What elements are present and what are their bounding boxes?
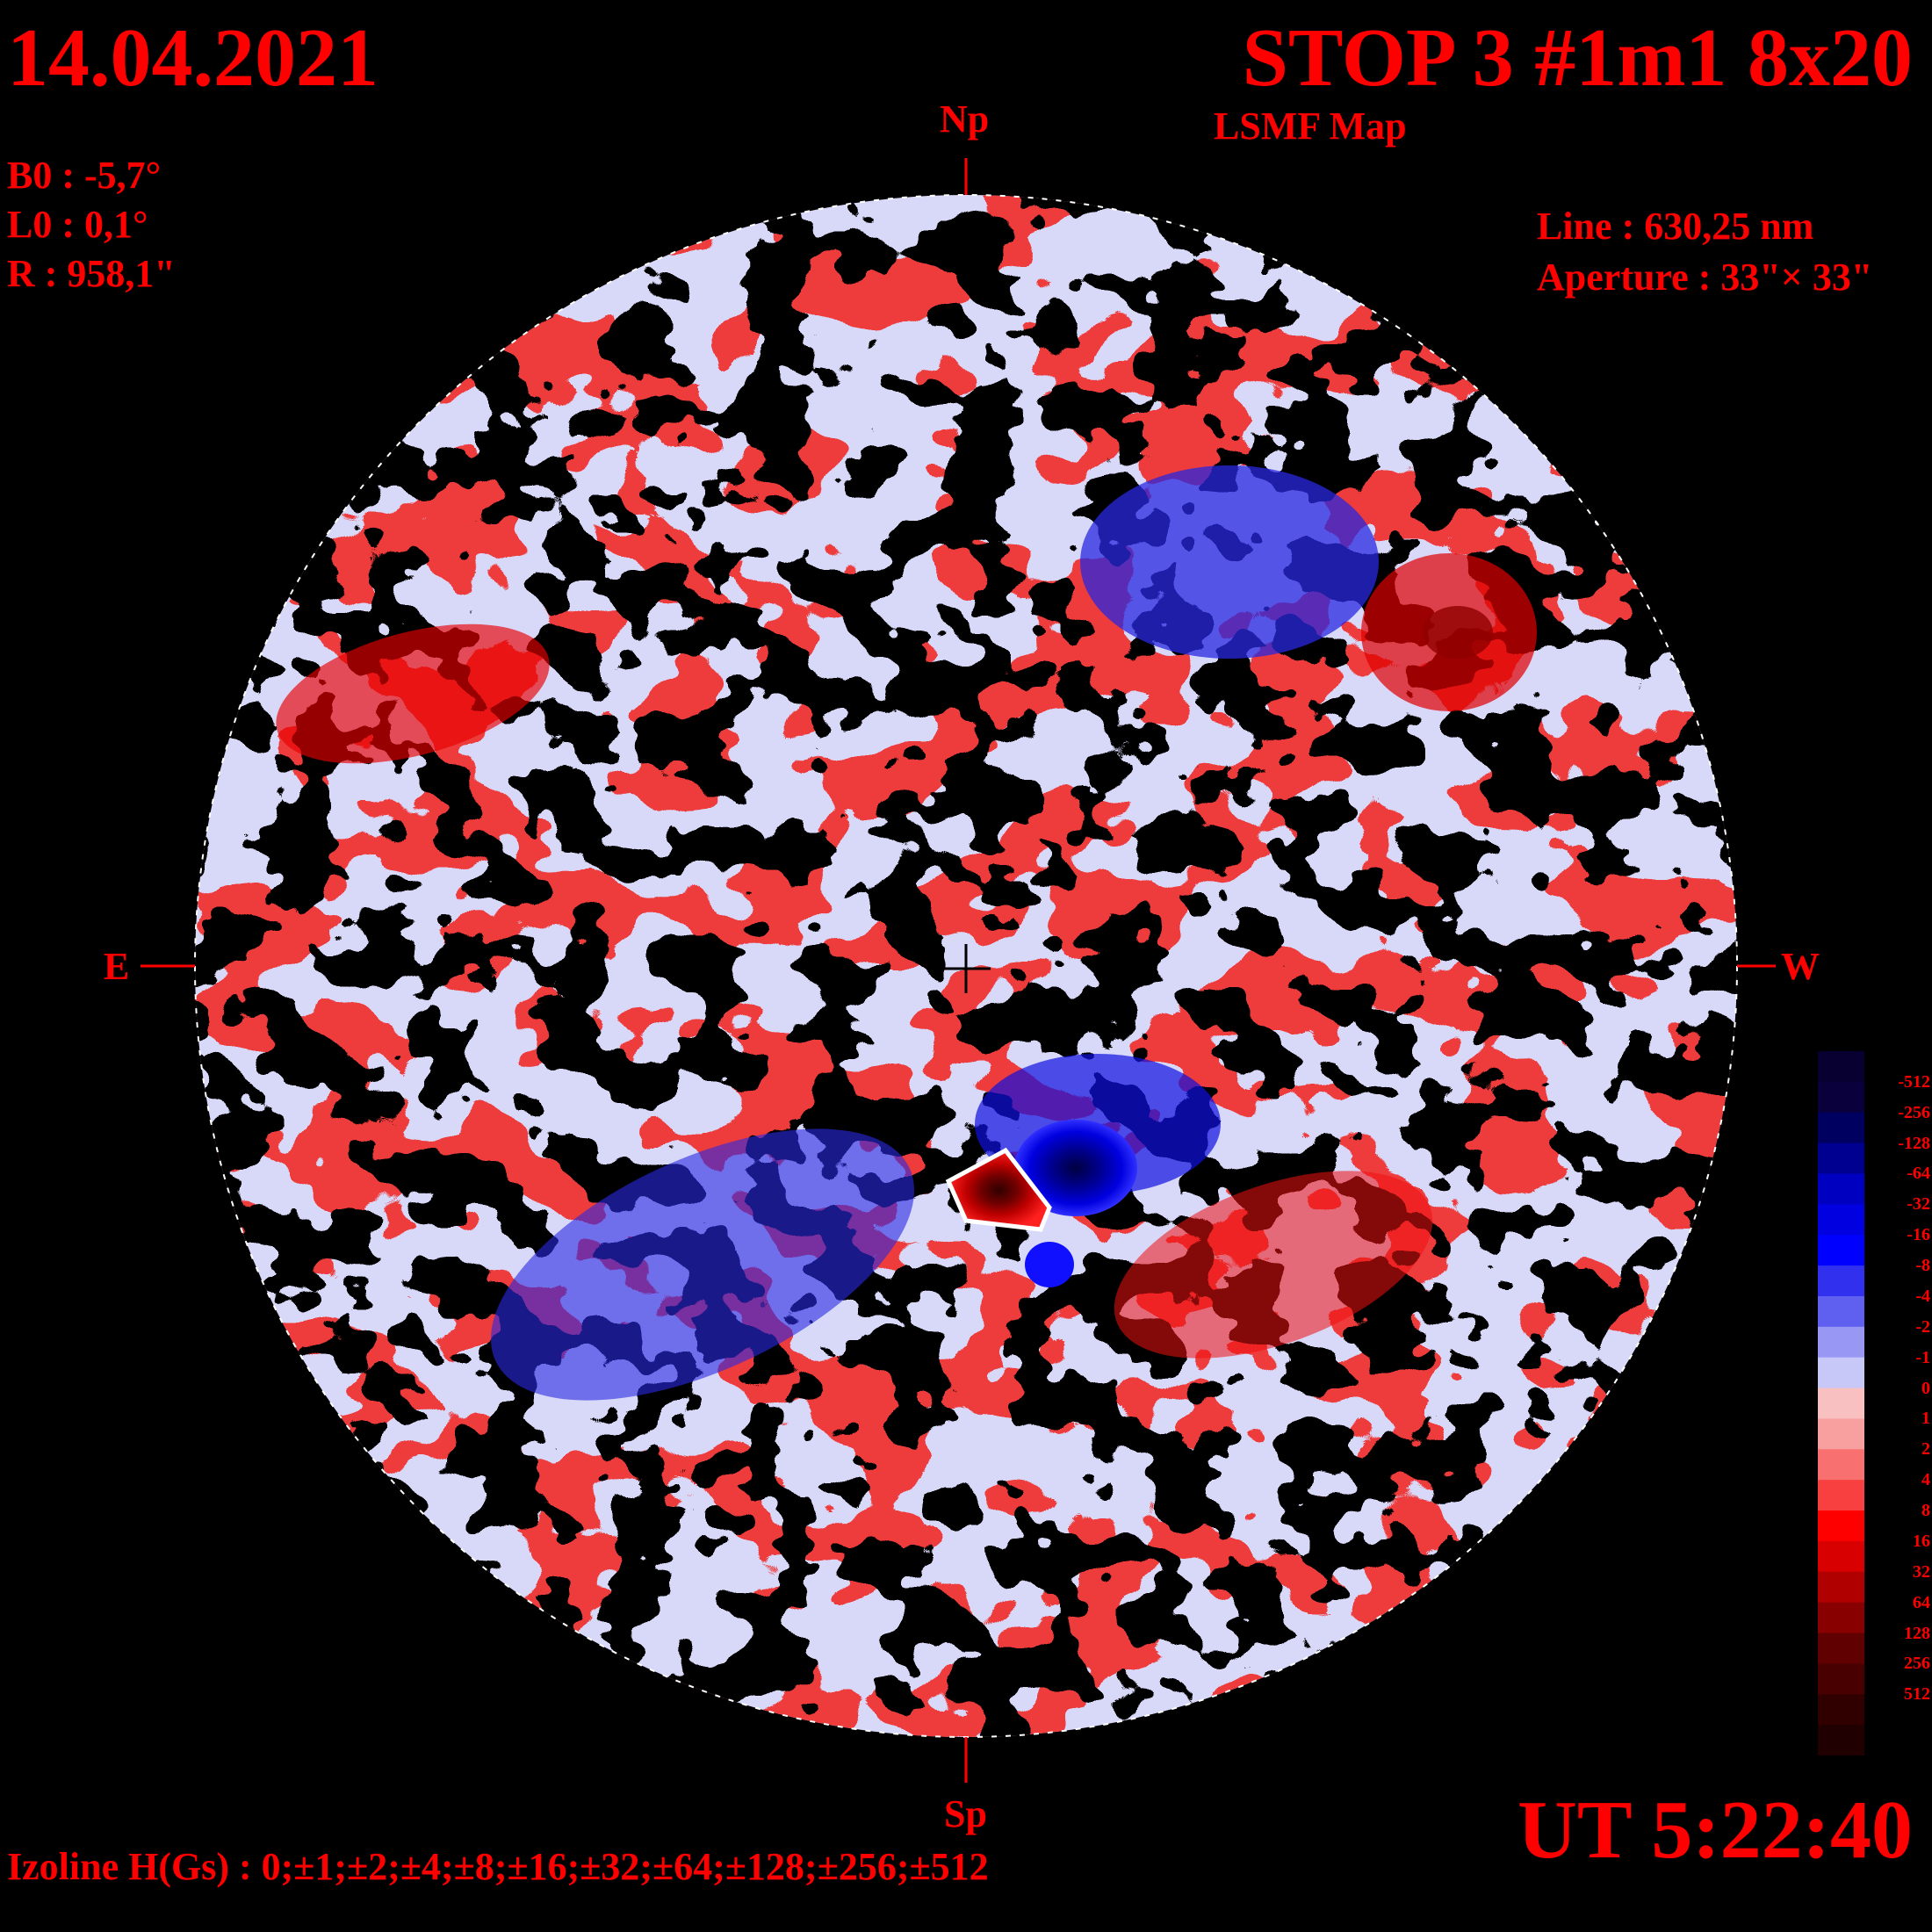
colorbar-swatch	[1818, 1235, 1864, 1266]
colorbar-swatch	[1818, 1388, 1864, 1419]
map-title: STOP 3 #1m1 8x20	[1242, 12, 1913, 104]
colorbar-swatch	[1818, 1326, 1864, 1359]
colorbar-labels: -512 -256 -128 -64 -32 -16 -8 -4 -2 -1 0 1 2 4 8 16 32 64…	[1869, 1051, 1930, 1755]
colorbar-swatch	[1818, 1571, 1864, 1604]
spectral-line: Line : 630,25 nm	[1537, 205, 1814, 248]
colorbar-tick-label: 16	[1913, 1531, 1930, 1551]
colorbar-tick-label: 4	[1921, 1470, 1930, 1490]
colorbar-swatch	[1818, 1295, 1864, 1328]
colorbar-swatch	[1818, 1204, 1864, 1236]
colorbar-tick-label: 8	[1921, 1501, 1930, 1521]
colorbar-swatch	[1818, 1051, 1864, 1083]
colorbar-tick-label: -64	[1907, 1164, 1930, 1184]
colorbar-swatch	[1818, 1081, 1864, 1114]
colorbar-swatch	[1818, 1357, 1864, 1389]
l0-value: L0 : 0,1°	[7, 203, 148, 246]
colorbar-tick-label: -8	[1915, 1256, 1930, 1276]
colorbar-tick-label: -512	[1898, 1071, 1930, 1092]
colorbar-swatch	[1818, 1449, 1864, 1481]
colorbar-tick-label: 64	[1913, 1592, 1930, 1612]
east-label: E	[104, 945, 130, 988]
colorbar-swatch	[1818, 1540, 1864, 1573]
colorbar-swatch	[1818, 1173, 1864, 1205]
observation-date: 14.04.2021	[7, 12, 378, 104]
colorbar-tick-label: -128	[1898, 1133, 1930, 1153]
colorbar-swatch	[1818, 1418, 1864, 1450]
south-pole-label: Sp	[944, 1792, 987, 1835]
colorbar-tick-label: -32	[1907, 1194, 1930, 1215]
colorbar-tick-label: 0	[1921, 1378, 1930, 1398]
colorbar-swatch	[1818, 1112, 1864, 1144]
colorbar-swatch	[1818, 1725, 1864, 1755]
aperture-size: Aperture : 33"× 33"	[1537, 256, 1873, 299]
colorbar-swatch	[1818, 1694, 1864, 1726]
north-pole-label: Np	[940, 97, 990, 141]
colorbar-swatch	[1818, 1510, 1864, 1542]
colorbar-swatch	[1818, 1143, 1864, 1174]
colorbar-swatch	[1818, 1633, 1864, 1664]
west-label: W	[1781, 945, 1820, 988]
colorbar-tick-label: 32	[1913, 1561, 1930, 1582]
colorbar-swatch	[1818, 1663, 1864, 1695]
universal-time: UT 5:22:40	[1517, 1784, 1913, 1876]
colorbar-tick-label: -2	[1915, 1316, 1930, 1337]
colorbar-tick-label: 128	[1904, 1623, 1930, 1643]
colorbar-tick-label: -4	[1915, 1286, 1930, 1306]
colorbar-swatch	[1818, 1602, 1864, 1634]
colorbar-tick-label: 512	[1904, 1684, 1930, 1705]
center-crosshair	[941, 944, 991, 993]
radius-value: R : 958,1"	[7, 252, 176, 295]
izoline-levels: Izoline H(Gs) : 0;±1;±2;±4;±8;±16;±32;±6…	[7, 1845, 989, 1888]
colorbar-tick-label: 256	[1904, 1654, 1930, 1674]
map-subtitle: LSMF Map	[1214, 105, 1407, 148]
colorbar-swatch	[1818, 1480, 1864, 1511]
colorbar-tick-label: 1	[1921, 1409, 1930, 1429]
colorbar-tick-label: 2	[1921, 1439, 1930, 1460]
colorbar-tick-label: -1	[1915, 1347, 1930, 1367]
colorbar-tick-label: -16	[1907, 1225, 1930, 1245]
b0-value: B0 : -5,7°	[7, 154, 162, 197]
colorbar-tick-label: -256	[1898, 1102, 1930, 1122]
colorbar-legend	[1818, 1051, 1864, 1755]
colorbar-swatch	[1818, 1265, 1864, 1297]
magnetic-field-pattern	[195, 195, 1737, 1737]
